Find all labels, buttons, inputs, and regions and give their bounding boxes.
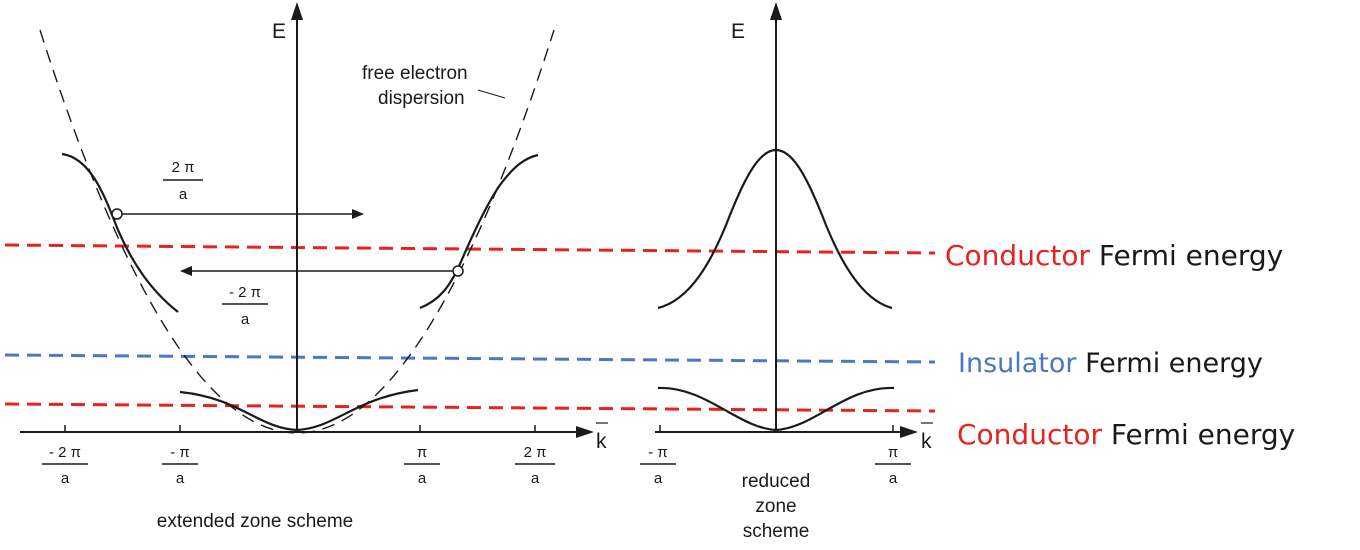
insulator-fermi-line	[4, 353, 936, 364]
reduced-tick-label-pi-den: a	[889, 470, 898, 487]
fermi-label-insulator: Insulator Fermi energy	[958, 348, 1263, 379]
conductor-fermi-line-lower	[4, 402, 936, 413]
free-electron-parabola	[39, 29, 555, 434]
reduced-lower-band	[657, 386, 895, 432]
reduced-caption-line1: reduced	[742, 471, 811, 492]
shift-negative-denominator: a	[241, 311, 250, 328]
extended-zone-panel: 2 π a - 2 π a free electron dispersion E…	[20, 2, 608, 532]
extended-tick-label-2pi-num: 2 π	[524, 444, 547, 461]
fermi-label-suffix: Fermi energy	[1077, 348, 1263, 379]
fermi-label-suffix: Fermi energy	[1090, 239, 1283, 272]
reduced-k-arrowhead	[900, 426, 918, 438]
extended-tick-label-minus-2pi-den: a	[61, 470, 70, 487]
fermi-label-material: Conductor	[957, 418, 1102, 451]
shift-positive-denominator: a	[179, 186, 188, 203]
free-electron-label-line2: dispersion	[378, 88, 465, 109]
fermi-label-conductor-upper: Conductor Fermi energy	[945, 239, 1283, 272]
reduced-k-label: k	[921, 430, 932, 453]
extended-tick-label-minus-pi-den: a	[176, 470, 185, 487]
fermi-label-suffix: Fermi energy	[1102, 418, 1295, 451]
extended-lower-band	[179, 388, 419, 432]
free-electron-pointer	[477, 89, 506, 99]
reduced-caption-line2: zone	[755, 496, 796, 517]
extended-tick-label-pi-num: π	[417, 444, 427, 461]
reduced-zone-panel: E k - π a π a reduced zone scheme	[640, 2, 933, 542]
fermi-label-material: Conductor	[945, 239, 1090, 272]
extended-upper-band-left	[61, 152, 179, 313]
extended-tick-label-2pi-den: a	[531, 470, 540, 487]
reduced-caption-line3: scheme	[743, 521, 810, 542]
free-electron-label-line1: free electron	[362, 63, 468, 84]
state-point-right	[452, 265, 464, 277]
extended-energy-arrowhead	[291, 2, 303, 20]
fermi-label-conductor-lower: Conductor Fermi energy	[957, 418, 1295, 451]
extended-energy-label: E	[272, 20, 286, 43]
reduced-tick-label-minus-pi-den: a	[654, 470, 663, 487]
fermi-label-material: Insulator	[958, 348, 1077, 379]
reduced-energy-label: E	[731, 20, 745, 43]
extended-tick-label-minus-2pi-num: - 2 π	[49, 444, 81, 461]
reduced-tick-label-minus-pi-num: - π	[648, 444, 668, 461]
extended-k-label: k	[596, 430, 607, 453]
extended-tick-label-minus-pi-num: - π	[170, 444, 190, 461]
shift-positive-numerator: 2 π	[172, 159, 195, 176]
extended-tick-label-pi-den: a	[418, 470, 427, 487]
state-point-left	[111, 208, 123, 220]
shift-negative-numerator: - 2 π	[229, 284, 261, 301]
extended-zone-caption: extended zone scheme	[157, 511, 353, 532]
reduced-tick-label-pi-num: π	[888, 444, 898, 461]
reduced-energy-arrowhead	[770, 2, 782, 20]
extended-upper-band-right	[419, 153, 539, 310]
extended-k-arrowhead	[576, 426, 594, 438]
reduced-upper-band	[657, 148, 893, 310]
